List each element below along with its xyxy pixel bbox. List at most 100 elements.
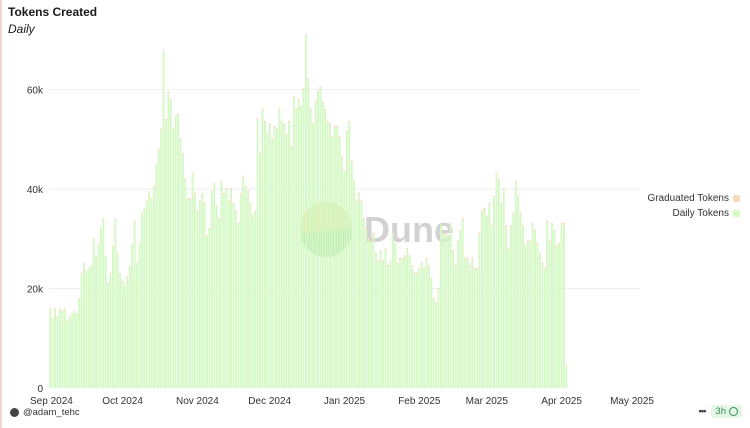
daily-tokens-bar[interactable] — [254, 211, 257, 388]
daily-tokens-bar[interactable] — [227, 202, 230, 388]
daily-tokens-bar[interactable] — [538, 254, 541, 388]
graduated-tokens-bar[interactable] — [526, 240, 529, 242]
daily-tokens-bar[interactable] — [87, 269, 90, 388]
daily-tokens-bar[interactable] — [548, 241, 551, 388]
daily-tokens-bar[interactable] — [350, 162, 353, 388]
graduated-tokens-bar[interactable] — [512, 212, 515, 215]
daily-tokens-bar[interactable] — [54, 309, 56, 388]
graduated-tokens-bar[interactable] — [360, 200, 363, 203]
daily-tokens-bar[interactable] — [379, 251, 382, 388]
graduated-tokens-bar[interactable] — [133, 220, 136, 222]
graduated-tokens-bar[interactable] — [384, 247, 387, 250]
graduated-tokens-bar[interactable] — [505, 225, 508, 227]
graduated-tokens-bar[interactable] — [469, 265, 471, 267]
graduated-tokens-bar[interactable] — [194, 193, 196, 195]
daily-tokens-bar[interactable] — [309, 110, 312, 389]
daily-tokens-bar[interactable] — [324, 110, 327, 389]
daily-tokens-bar[interactable] — [218, 219, 220, 388]
daily-tokens-bar[interactable] — [68, 316, 71, 388]
daily-tokens-bar[interactable] — [473, 269, 476, 388]
graduated-tokens-bar[interactable] — [288, 120, 290, 123]
graduated-tokens-bar[interactable] — [162, 49, 165, 51]
graduated-tokens-bar[interactable] — [558, 242, 561, 245]
graduated-tokens-bar[interactable] — [174, 116, 177, 118]
graduated-tokens-bar[interactable] — [49, 308, 52, 310]
daily-tokens-bar[interactable] — [493, 197, 495, 388]
graduated-tokens-bar[interactable] — [87, 268, 90, 270]
graduated-tokens-bar[interactable] — [370, 240, 372, 242]
graduated-tokens-bar[interactable] — [396, 262, 399, 265]
graduated-tokens-bar[interactable] — [488, 203, 491, 205]
graduated-tokens-bar[interactable] — [104, 255, 107, 257]
graduated-tokens-bar[interactable] — [128, 265, 131, 267]
daily-tokens-bar[interactable] — [329, 124, 331, 388]
daily-tokens-bar[interactable] — [109, 274, 112, 388]
graduated-tokens-bar[interactable] — [423, 267, 426, 270]
daily-tokens-bar[interactable] — [300, 107, 303, 388]
daily-tokens-bar[interactable] — [278, 110, 281, 389]
graduated-tokens-bar[interactable] — [427, 265, 430, 267]
daily-tokens-bar[interactable] — [61, 311, 64, 388]
graduated-tokens-bar[interactable] — [203, 203, 206, 205]
daily-tokens-bar[interactable] — [370, 241, 372, 388]
more-options-icon[interactable]: ••• — [698, 406, 706, 417]
graduated-tokens-bar[interactable] — [78, 298, 81, 300]
daily-tokens-bar[interactable] — [307, 80, 310, 388]
daily-tokens-bar[interactable] — [85, 271, 88, 388]
graduated-tokens-bar[interactable] — [336, 125, 339, 128]
graduated-tokens-bar[interactable] — [169, 98, 172, 101]
daily-tokens-bar[interactable] — [471, 259, 474, 388]
daily-tokens-bar[interactable] — [449, 224, 452, 388]
daily-tokens-bar[interactable] — [526, 241, 529, 388]
graduated-tokens-bar[interactable] — [198, 200, 201, 203]
daily-tokens-bar[interactable] — [483, 209, 486, 389]
daily-tokens-bar[interactable] — [555, 246, 558, 388]
daily-tokens-bar[interactable] — [461, 219, 464, 388]
daily-tokens-bar[interactable] — [201, 194, 204, 388]
graduated-tokens-bar[interactable] — [300, 106, 303, 108]
daily-tokens-bar[interactable] — [244, 187, 247, 388]
graduated-tokens-bar[interactable] — [256, 118, 259, 120]
graduated-tokens-bar[interactable] — [367, 237, 370, 240]
graduated-tokens-bar[interactable] — [365, 227, 368, 230]
graduated-tokens-bar[interactable] — [420, 262, 423, 265]
graduated-tokens-bar[interactable] — [124, 285, 126, 287]
graduated-tokens-bar[interactable] — [51, 318, 54, 320]
graduated-tokens-bar[interactable] — [237, 222, 240, 225]
graduated-tokens-bar[interactable] — [54, 308, 56, 310]
graduated-tokens-bar[interactable] — [160, 128, 163, 130]
graduated-tokens-bar[interactable] — [143, 208, 146, 210]
graduated-tokens-bar[interactable] — [239, 193, 242, 195]
graduated-tokens-bar[interactable] — [386, 265, 389, 267]
graduated-tokens-bar[interactable] — [312, 123, 315, 125]
graduated-tokens-bar[interactable] — [177, 113, 179, 116]
daily-tokens-bar[interactable] — [466, 259, 469, 388]
daily-tokens-bar[interactable] — [95, 256, 97, 388]
daily-tokens-bar[interactable] — [162, 50, 165, 388]
daily-tokens-bar[interactable] — [230, 189, 233, 388]
daily-tokens-bar[interactable] — [495, 174, 498, 388]
graduated-tokens-bar[interactable] — [541, 262, 544, 265]
graduated-tokens-bar[interactable] — [235, 210, 237, 212]
graduated-tokens-bar[interactable] — [466, 257, 469, 260]
daily-tokens-bar[interactable] — [558, 244, 561, 388]
daily-tokens-bar[interactable] — [210, 192, 213, 388]
graduated-tokens-bar[interactable] — [215, 205, 218, 208]
daily-tokens-bar[interactable] — [345, 132, 348, 388]
graduated-tokens-bar[interactable] — [471, 257, 474, 260]
graduated-tokens-bar[interactable] — [247, 190, 249, 193]
graduated-tokens-bar[interactable] — [172, 128, 175, 130]
daily-tokens-bar[interactable] — [560, 224, 563, 388]
daily-tokens-bar[interactable] — [63, 309, 66, 388]
daily-tokens-bar[interactable] — [215, 207, 218, 388]
graduated-tokens-bar[interactable] — [290, 145, 293, 148]
daily-tokens-bar[interactable] — [464, 259, 467, 388]
graduated-tokens-bar[interactable] — [546, 220, 549, 222]
graduated-tokens-bar[interactable] — [372, 232, 375, 235]
daily-tokens-bar[interactable] — [80, 274, 83, 388]
daily-tokens-bar[interactable] — [194, 194, 196, 388]
graduated-tokens-bar[interactable] — [444, 232, 447, 235]
graduated-tokens-bar[interactable] — [63, 308, 66, 310]
graduated-tokens-bar[interactable] — [437, 287, 440, 290]
daily-tokens-bar[interactable] — [358, 194, 360, 388]
